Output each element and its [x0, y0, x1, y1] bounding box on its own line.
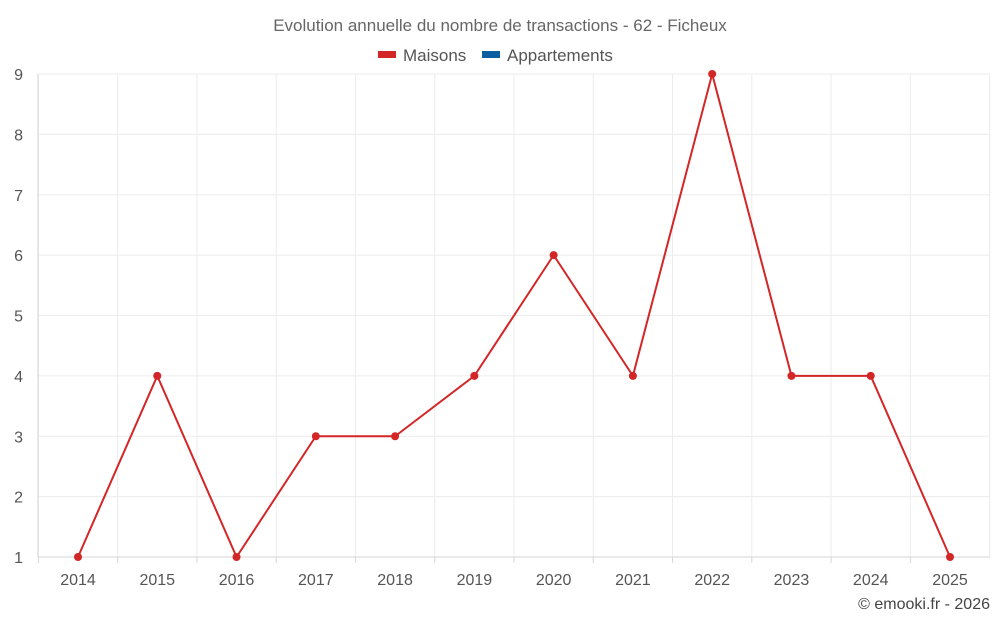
data-point-maisons-2024[interactable] — [866, 371, 875, 380]
data-point-maisons-2018[interactable] — [391, 432, 400, 441]
x-tick-label: 2014 — [60, 572, 96, 589]
y-tick-label: 1 — [14, 550, 23, 567]
data-point-maisons-2020[interactable] — [549, 251, 558, 260]
y-tick-label: 6 — [14, 248, 23, 265]
y-tick-label: 5 — [14, 309, 23, 326]
y-tick-label: 9 — [14, 67, 23, 84]
x-tick-label: 2019 — [457, 572, 493, 589]
legend-swatch-maisons — [378, 51, 396, 58]
data-point-maisons-2017[interactable] — [311, 432, 320, 441]
data-point-maisons-2016[interactable] — [232, 553, 241, 561]
data-point-maisons-2015[interactable] — [153, 371, 162, 380]
y-tick-label: 7 — [14, 188, 23, 205]
data-point-maisons-2023[interactable] — [787, 371, 796, 380]
x-tick-label: 2023 — [774, 572, 810, 589]
data-point-maisons-2022[interactable] — [708, 70, 717, 78]
series-layer — [74, 70, 954, 561]
y-tick-label: 4 — [14, 369, 23, 386]
y-tick-label: 2 — [14, 490, 23, 507]
x-tick-label: 2021 — [615, 572, 651, 589]
x-tick-label: 2015 — [139, 572, 175, 589]
legend-label-maisons[interactable]: Maisons — [403, 46, 466, 65]
x-tick-label: 2020 — [536, 572, 572, 589]
credit-text: © emooki.fr - 2026 — [858, 596, 990, 613]
y-tick-label: 8 — [14, 127, 23, 144]
x-tick-label: 2017 — [298, 572, 334, 589]
x-axis: 2014 2015 2016 2017 2018 2019 2020 2021 2022 2023… — [37, 557, 968, 589]
data-point-maisons-2014[interactable] — [74, 553, 82, 561]
data-point-maisons-2021[interactable] — [628, 371, 637, 380]
y-tick-label: 3 — [14, 429, 23, 446]
chart-title: Evolution annuelle du nombre de transact… — [273, 16, 727, 35]
legend: Maisons Appartements — [378, 46, 613, 65]
y-axis: 1 2 3 4 5 6 7 8 9 — [14, 67, 23, 567]
series-line-maisons — [77, 73, 951, 558]
x-tick-label: 2025 — [932, 572, 968, 589]
x-tick-label: 2022 — [694, 572, 730, 589]
x-tick-label: 2018 — [377, 572, 413, 589]
x-tick-label: 2024 — [853, 572, 889, 589]
legend-swatch-appartements — [482, 51, 500, 58]
legend-label-appartements[interactable]: Appartements — [507, 46, 613, 65]
data-point-maisons-2019[interactable] — [470, 371, 479, 380]
x-tick-label: 2016 — [219, 572, 255, 589]
data-point-maisons-2025[interactable] — [946, 553, 954, 561]
